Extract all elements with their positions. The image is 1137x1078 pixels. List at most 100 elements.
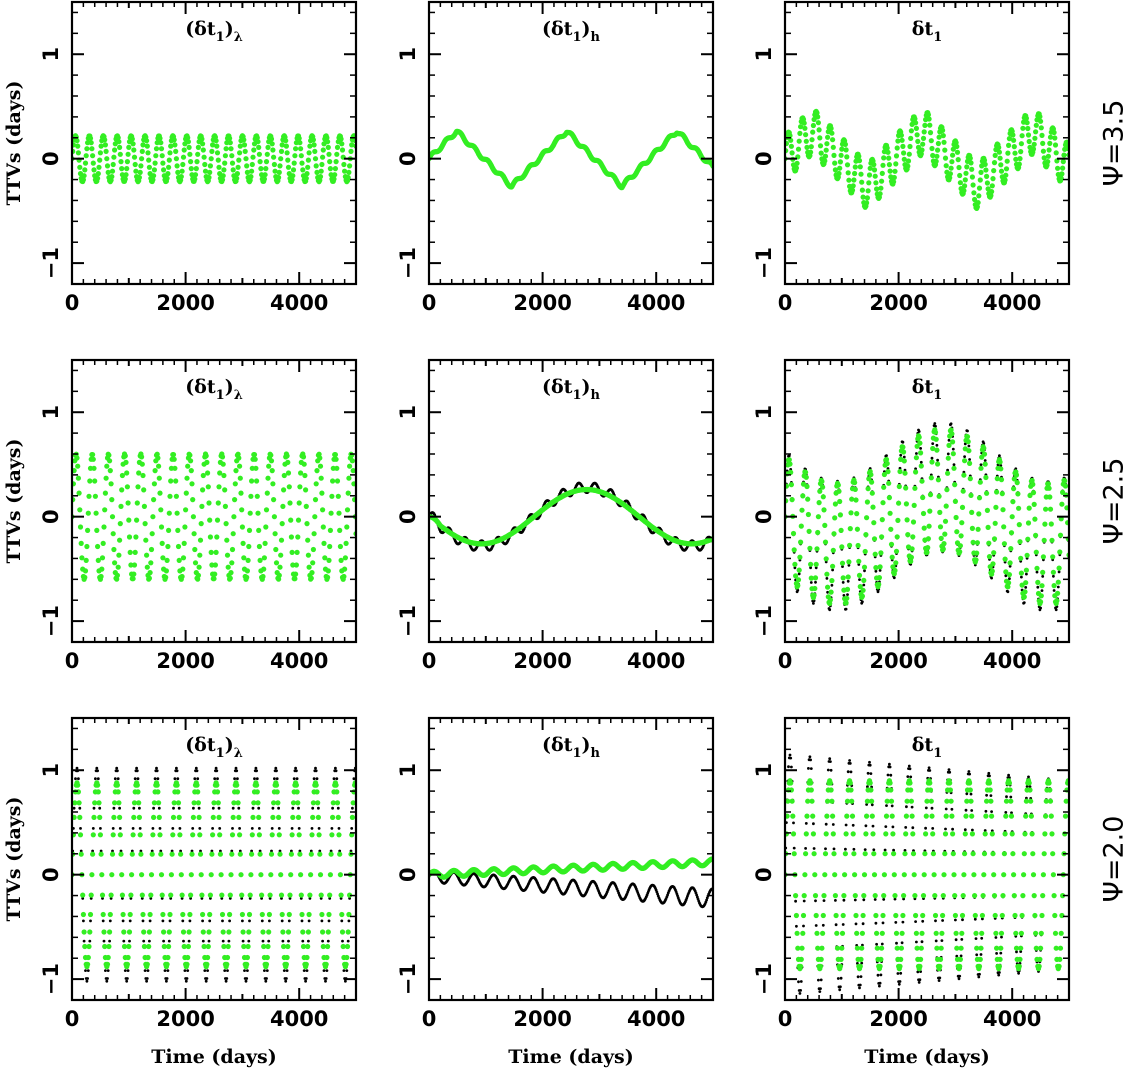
data-point [257, 159, 263, 165]
data-point [137, 169, 143, 175]
data-point [1045, 153, 1051, 159]
data-point [1011, 137, 1017, 143]
data-point [158, 507, 164, 513]
data-point [808, 149, 814, 155]
data-point [258, 166, 264, 172]
title-subscript: 1 [216, 388, 225, 403]
data-point [118, 503, 124, 509]
data-point [271, 154, 277, 160]
data-point [905, 158, 912, 164]
data-point [307, 143, 313, 149]
data-point [788, 469, 794, 475]
data-point [271, 497, 277, 503]
data-point [1046, 147, 1052, 153]
data-point [919, 447, 922, 450]
data-point [287, 500, 293, 506]
data-point [831, 531, 837, 537]
data-point [1020, 125, 1026, 131]
data-point [886, 162, 893, 168]
data-point [349, 458, 355, 464]
data-point [936, 134, 942, 140]
data-point [803, 469, 809, 475]
data-point [825, 584, 831, 590]
data-point [200, 487, 206, 493]
data-point [235, 164, 241, 170]
data-point [157, 490, 163, 496]
series-green [72, 451, 356, 582]
data-point [194, 159, 200, 165]
data-point [130, 576, 136, 582]
data-point [75, 463, 81, 469]
data-point [985, 186, 991, 192]
data-point [347, 463, 353, 469]
data-point [261, 555, 267, 561]
y-tick-label: −1 [396, 247, 420, 279]
data-point [950, 146, 956, 152]
data-point [98, 143, 104, 149]
data-point [976, 185, 983, 191]
data-point [908, 135, 914, 141]
data-point [241, 142, 248, 148]
data-point [1033, 122, 1039, 128]
data-point [839, 146, 845, 152]
data-point [222, 503, 228, 509]
data-point [173, 478, 179, 484]
data-point [209, 148, 215, 154]
data-point [281, 487, 287, 493]
data-point [171, 456, 177, 462]
data-point [174, 510, 180, 516]
data-point [84, 146, 90, 152]
data-point [181, 540, 187, 547]
data-point [115, 135, 121, 141]
data-point [812, 585, 818, 592]
data-point [811, 116, 817, 123]
title-paren: ) [225, 376, 234, 398]
panel-title: (δt1)λ [185, 376, 243, 403]
data-point [192, 546, 198, 553]
data-point [921, 129, 927, 135]
data-point [156, 475, 162, 481]
data-point [816, 127, 822, 133]
data-point [309, 570, 315, 576]
data-point [838, 152, 844, 158]
data-point [83, 153, 89, 159]
data-point [172, 142, 178, 148]
data-point [203, 453, 209, 459]
data-point [278, 148, 285, 154]
data-point [787, 461, 793, 467]
data-point [809, 566, 812, 570]
x-tick-label: 4000 [627, 291, 685, 315]
data-point [831, 568, 834, 572]
data-point [175, 169, 181, 175]
data-point [1025, 572, 1028, 576]
data-point [334, 144, 341, 150]
data-point [837, 498, 843, 505]
x-tick-label: 4000 [983, 291, 1041, 315]
data-point [165, 171, 171, 177]
x-tick-label: 0 [422, 291, 437, 315]
data-point [81, 173, 87, 179]
data-point [246, 543, 252, 550]
data-point [173, 148, 179, 154]
data-point [242, 148, 248, 154]
x-tick-label: 2000 [869, 291, 927, 315]
data-point [95, 171, 101, 177]
data-point [88, 140, 94, 146]
y-tick-label: 0 [752, 151, 776, 166]
data-point [95, 543, 101, 550]
data-point [963, 170, 969, 176]
data-point [809, 581, 813, 584]
data-point [798, 523, 804, 529]
data-point [342, 555, 348, 561]
data-point [303, 487, 309, 493]
data-point [318, 168, 324, 174]
data-point [933, 158, 939, 164]
data-point [893, 153, 900, 159]
data-point [851, 177, 857, 183]
data-point [998, 162, 1004, 168]
data-point [839, 560, 846, 566]
data-point [828, 589, 834, 595]
data-point [927, 122, 933, 128]
data-point [151, 497, 157, 503]
data-point [154, 140, 160, 146]
